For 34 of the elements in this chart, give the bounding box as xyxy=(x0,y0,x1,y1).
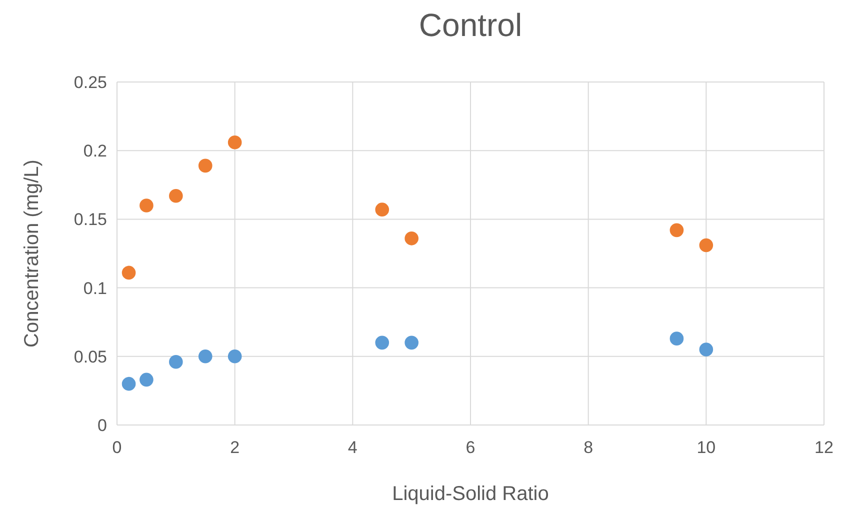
point xyxy=(169,354,183,369)
x-tick-label: 4 xyxy=(348,438,358,457)
point xyxy=(670,223,684,238)
x-tick-label: 8 xyxy=(584,438,594,457)
point xyxy=(198,350,212,364)
y-axis-title: Concentration (mg/L) xyxy=(21,160,43,348)
point xyxy=(670,332,684,346)
point xyxy=(375,336,390,350)
point xyxy=(198,158,212,173)
point xyxy=(228,135,242,150)
x-tick-label: 6 xyxy=(466,438,476,457)
y-tick-label: 0.25 xyxy=(74,72,107,92)
y-tick-label: 0.1 xyxy=(83,278,107,298)
chart-title: Control xyxy=(418,7,522,43)
point xyxy=(404,336,418,350)
x-tick-label: 10 xyxy=(696,438,716,457)
y-tick-label: 0 xyxy=(98,416,107,435)
y-tick-label: 0.2 xyxy=(83,142,107,161)
point xyxy=(122,376,136,391)
x-tick-label: 0 xyxy=(112,438,122,457)
point xyxy=(140,198,154,212)
point xyxy=(404,232,418,246)
y-tick-label: 0.05 xyxy=(74,347,107,366)
y-tick-label: 0.15 xyxy=(74,210,107,230)
x-tick-label: 12 xyxy=(814,438,834,457)
point xyxy=(169,188,183,203)
x-axis-title: Liquid-Solid Ratio xyxy=(392,483,549,505)
point xyxy=(699,238,714,252)
point xyxy=(375,202,390,216)
point xyxy=(140,372,154,387)
point xyxy=(228,350,242,364)
point xyxy=(122,266,136,280)
point xyxy=(699,342,714,356)
x-tick-label: 2 xyxy=(230,438,240,457)
